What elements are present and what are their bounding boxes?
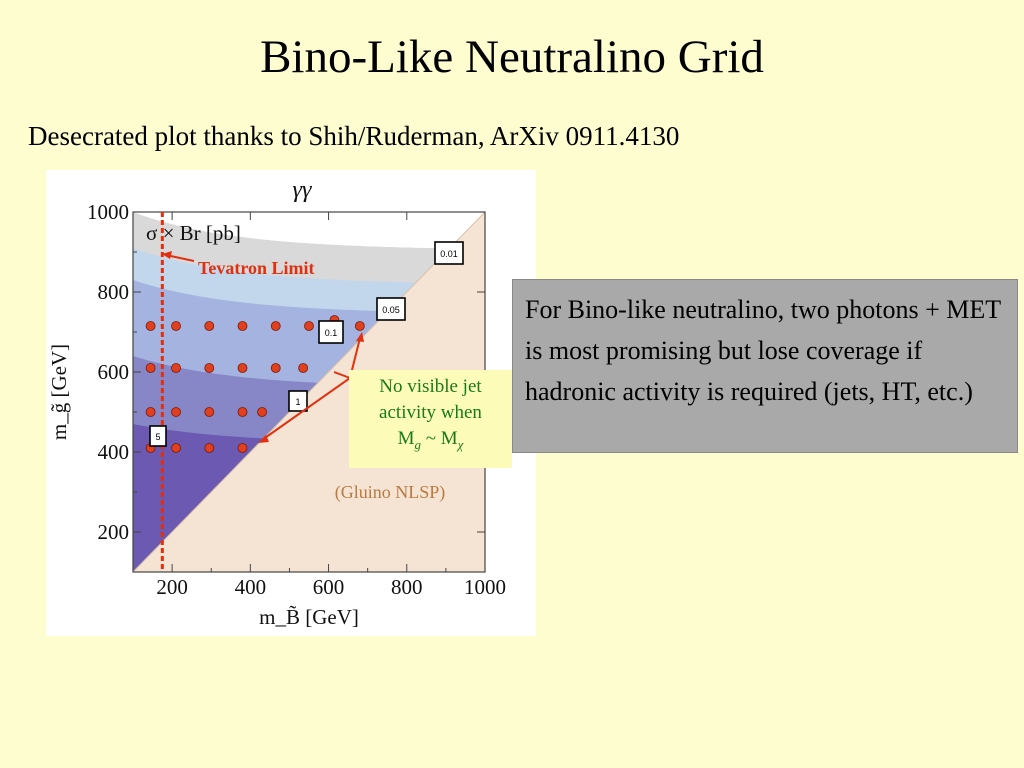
grid-point — [237, 363, 248, 373]
grid-point — [237, 407, 248, 417]
grid-point — [171, 407, 181, 417]
x-tick-label: 800 — [391, 575, 423, 599]
y-tick-label: 600 — [98, 360, 130, 384]
grid-point — [145, 321, 156, 331]
x-tick-label: 200 — [156, 575, 188, 599]
grid-point — [270, 321, 281, 331]
diagonal-line — [133, 212, 485, 572]
y-tick-label: 800 — [98, 280, 130, 304]
x-tick-label: 600 — [313, 575, 345, 599]
grid-point — [270, 363, 281, 373]
y-axis-title: m_g̃ [GeV] — [47, 344, 71, 440]
annotation-line-2: activity when — [379, 402, 482, 423]
grid-point — [257, 407, 267, 417]
chart-title: γγ — [293, 177, 312, 203]
grid-point — [237, 443, 248, 453]
annotation-line-1: No visible jet — [379, 376, 482, 397]
no-jet-activity-annotation: No visible jet activity when Mg ~ Mχ — [349, 370, 512, 468]
y-tick-label: 200 — [98, 520, 130, 544]
grid-point — [298, 363, 309, 373]
grid-point — [145, 407, 156, 417]
summary-callout: For Bino-like neutralino, two photons + … — [512, 279, 1018, 453]
tevatron-arrow — [162, 251, 195, 262]
grid-point — [204, 363, 215, 373]
x-tick-label: 1000 — [464, 575, 506, 599]
grid-point — [204, 443, 215, 453]
svg-text:0.05: 0.05 — [382, 305, 400, 315]
grid-point — [145, 363, 156, 373]
grid-point — [304, 321, 314, 331]
grid-point — [204, 321, 215, 331]
slide-subtitle: Desecrated plot thanks to Shih/Ruderman,… — [28, 121, 680, 151]
contour-tag-0-01: 0.01 — [434, 241, 464, 265]
slide-title: Bino-Like Neutralino Grid — [260, 31, 764, 83]
x-tick-label: 400 — [235, 575, 266, 599]
contour-tag-0-05: 0.05 — [376, 297, 406, 321]
x-axis-title: m_B̃ [GeV] — [259, 605, 359, 629]
gluino-nlsp-region-label: (Gluino NLSP) — [335, 482, 446, 503]
contour-tag-1: 1 — [288, 390, 308, 412]
contour-tag-0-1: 0.1 — [318, 320, 344, 344]
svg-text:0.01: 0.01 — [440, 249, 458, 259]
svg-text:5: 5 — [155, 432, 160, 442]
contour-tag-5: 5 — [149, 425, 167, 447]
grid-point — [204, 407, 215, 417]
annotation-line-3: Mg ~ Mχ — [397, 428, 464, 452]
grid-point — [171, 363, 181, 373]
y-tick-label: 400 — [98, 440, 130, 464]
band-below-0-01 — [133, 212, 485, 249]
grid-point — [354, 321, 365, 331]
grid-point — [171, 321, 181, 331]
grid-point — [171, 443, 181, 453]
tevatron-limit-label: Tevatron Limit — [198, 258, 315, 278]
y-tick-label: 1000 — [87, 200, 129, 224]
legend-title: σ × Br [pb] — [146, 221, 241, 245]
svg-text:0.1: 0.1 — [325, 328, 338, 338]
chart-panel: 200 400 600 800 1000 200 400 600 800 1000 γγ m_B̃… — [46, 170, 536, 636]
svg-text:1: 1 — [295, 397, 300, 407]
sigma-br-contour-chart: 200 400 600 800 1000 200 400 600 800 1000 γγ m_B̃… — [47, 177, 506, 629]
grid-point — [237, 321, 248, 331]
